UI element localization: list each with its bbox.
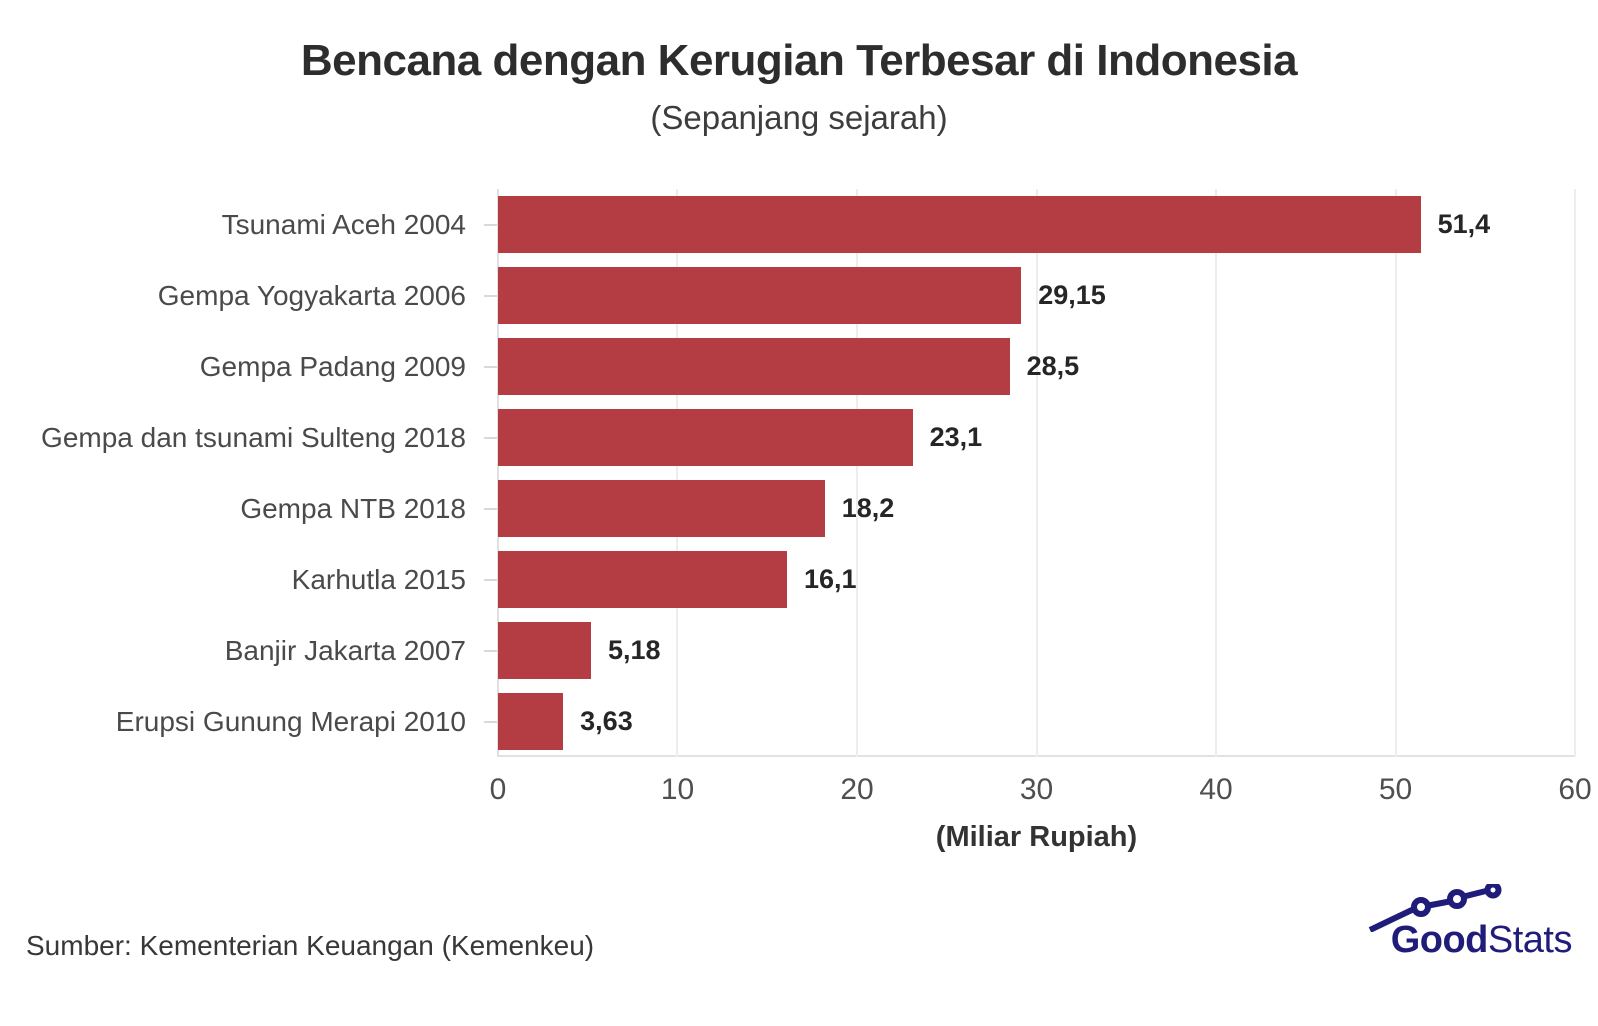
bar [498, 551, 787, 608]
category-label: Karhutla 2015 [0, 564, 498, 596]
bar [498, 338, 1010, 395]
bar-row: Tsunami Aceh 2004 51,4 [0, 189, 1575, 260]
x-tick-label: 30 [1020, 773, 1053, 807]
x-tick-label: 40 [1199, 773, 1232, 807]
bar-row: Banjir Jakarta 2007 5,18 [0, 615, 1575, 686]
bar-band: 18,2 [498, 480, 1575, 537]
bar [498, 267, 1021, 324]
bar-row: Gempa NTB 2018 18,2 [0, 473, 1575, 544]
category-label: Gempa Yogyakarta 2006 [0, 280, 498, 312]
bar-row: Erupsi Gunung Merapi 2010 3,63 [0, 686, 1575, 757]
logo-text-stats: Stats [1488, 919, 1572, 961]
bar-band: 16,1 [498, 551, 1575, 608]
category-label: Erupsi Gunung Merapi 2010 [0, 706, 498, 738]
bar-row: Gempa dan tsunami Sulteng 2018 23,1 [0, 402, 1575, 473]
bar-band: 3,63 [498, 693, 1575, 750]
value-label: 16,1 [804, 564, 857, 595]
x-tick-label: 60 [1558, 773, 1591, 807]
source-text: Sumber: Kementerian Keuangan (Kemenkeu) [26, 930, 594, 962]
bar-chart: Tsunami Aceh 2004 51,4 Gempa Yogyakarta … [0, 189, 1575, 854]
value-label: 18,2 [842, 493, 895, 524]
bar [498, 409, 913, 466]
chart-footer: Sumber: Kementerian Keuangan (Kemenkeu) … [0, 884, 1598, 962]
y-tick-mark [484, 366, 497, 368]
bar-band: 5,18 [498, 622, 1575, 679]
y-tick-mark [484, 579, 497, 581]
x-tick-label: 0 [490, 773, 507, 807]
category-label: Gempa Padang 2009 [0, 351, 498, 383]
value-label: 3,63 [580, 706, 633, 737]
value-label: 5,18 [608, 635, 661, 666]
y-tick-mark [484, 437, 497, 439]
page-subtitle: (Sepanjang sejarah) [0, 99, 1598, 137]
bar-band: 29,15 [498, 267, 1575, 324]
x-tick-label: 50 [1379, 773, 1412, 807]
value-label: 51,4 [1438, 209, 1491, 240]
page-title: Bencana dengan Kerugian Terbesar di Indo… [0, 36, 1598, 86]
bar-row: Gempa Yogyakarta 2006 29,15 [0, 260, 1575, 331]
category-label: Gempa NTB 2018 [0, 493, 498, 525]
x-tick-label: 20 [840, 773, 873, 807]
y-tick-mark [484, 224, 497, 226]
value-label: 29,15 [1038, 280, 1106, 311]
category-label: Banjir Jakarta 2007 [0, 635, 498, 667]
bar [498, 622, 591, 679]
bar-row: Karhutla 2015 16,1 [0, 544, 1575, 615]
bar [498, 196, 1421, 253]
value-label: 23,1 [930, 422, 983, 453]
bar-band: 51,4 [498, 196, 1575, 253]
bar [498, 480, 825, 537]
logo-text: GoodStats [1391, 919, 1572, 962]
goodstats-logo: GoodStats [1312, 884, 1572, 962]
y-tick-mark [484, 508, 497, 510]
bar [498, 693, 563, 750]
category-label: Tsunami Aceh 2004 [0, 209, 498, 241]
bar-band: 28,5 [498, 338, 1575, 395]
logo-text-good: Good [1391, 919, 1488, 961]
plot-region: Tsunami Aceh 2004 51,4 Gempa Yogyakarta … [0, 189, 1575, 757]
y-tick-mark [484, 295, 497, 297]
y-tick-mark [484, 650, 497, 652]
bar-row: Gempa Padang 2009 28,5 [0, 331, 1575, 402]
x-axis-title: (Miliar Rupiah) [498, 821, 1575, 854]
bar-rows: Tsunami Aceh 2004 51,4 Gempa Yogyakarta … [0, 189, 1575, 757]
value-label: 28,5 [1027, 351, 1080, 382]
y-tick-mark [484, 721, 497, 723]
bar-band: 23,1 [498, 409, 1575, 466]
category-label: Gempa dan tsunami Sulteng 2018 [0, 422, 498, 454]
x-tick-label: 10 [661, 773, 694, 807]
